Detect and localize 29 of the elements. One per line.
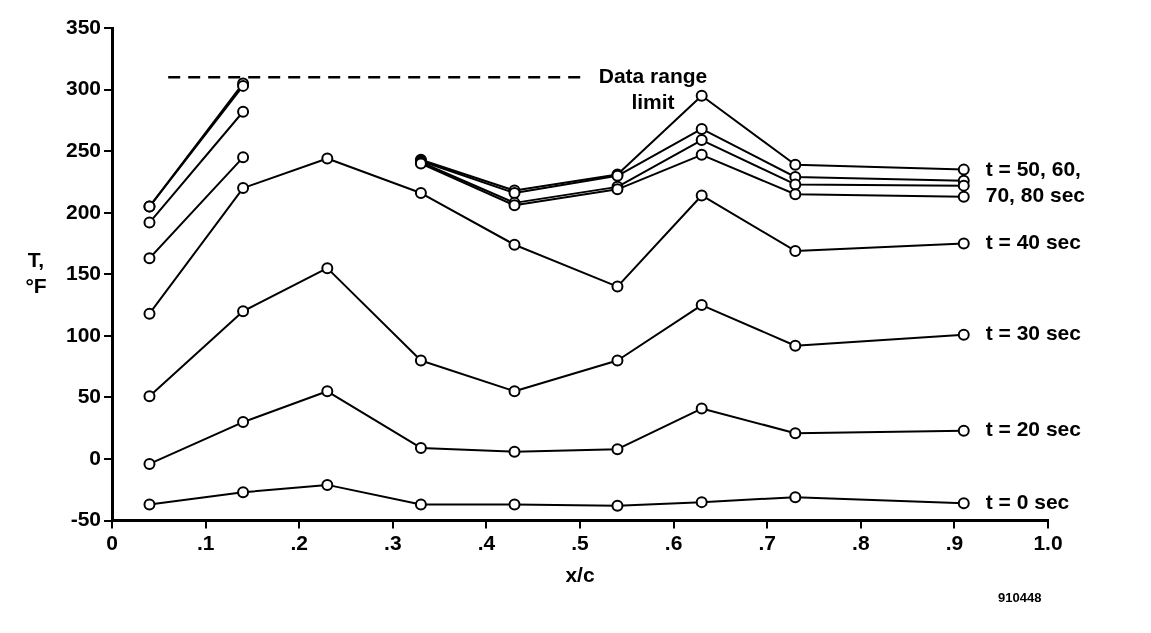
y-tick-label: 350 xyxy=(65,14,102,38)
x-axis-title: x/c xyxy=(565,563,595,587)
x-tick-label: 1.0 xyxy=(1033,531,1063,554)
x-tick-label: .6 xyxy=(664,531,683,554)
x-tick-label: .5 xyxy=(571,531,590,554)
text: 910448 xyxy=(998,590,1042,606)
y-tick-label: 300 xyxy=(65,76,102,100)
series-label: t = 0 sec xyxy=(985,490,1070,514)
series-label: t = 40 sec xyxy=(985,230,1082,254)
x-tick-label: .3 xyxy=(384,531,402,554)
x-tick-label: .9 xyxy=(945,531,964,554)
y-tick-label: 150 xyxy=(65,261,102,285)
y-tick-label: 50 xyxy=(77,384,102,408)
x-tick-label: .4 xyxy=(477,531,496,554)
series-label: t = 30 sec xyxy=(985,321,1082,345)
y-axis-title: T, °F xyxy=(25,248,47,298)
y-tick-label: 250 xyxy=(65,137,102,161)
series-label: t = 20 sec xyxy=(985,417,1082,441)
x-tick-label: .7 xyxy=(758,531,776,554)
x-tick-label: 0 xyxy=(106,531,118,554)
y-tick-label: 0 xyxy=(89,445,102,469)
y-tick-label: -50 xyxy=(70,507,102,531)
annotation: t = 50, 60, 70, 80 sec xyxy=(985,156,1086,206)
x-tick-label: .1 xyxy=(196,531,215,554)
ref-line-label: Data range limit xyxy=(598,64,708,114)
y-tick-label: 100 xyxy=(65,322,102,346)
x-tick-label: .8 xyxy=(852,531,870,554)
x-tick-label: .2 xyxy=(290,531,308,554)
y-tick-label: 200 xyxy=(65,199,102,223)
